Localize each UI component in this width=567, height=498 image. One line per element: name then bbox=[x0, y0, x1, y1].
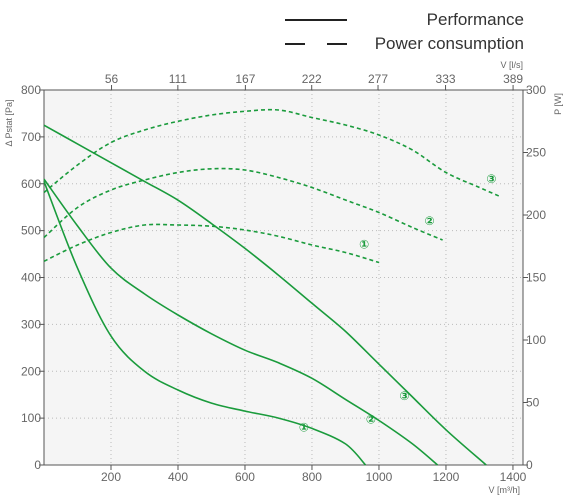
y2-tick-label: 100 bbox=[526, 333, 546, 347]
y2-tick-label: 150 bbox=[526, 271, 546, 285]
x-tick-label: 600 bbox=[235, 470, 255, 484]
axis-ticks: 0 100 200 300 400 500 600 700 800 0 50 100 150 200 250… bbox=[21, 72, 546, 484]
y2-axis-title: P [W] bbox=[553, 93, 563, 115]
x-tick-label: 1400 bbox=[500, 470, 527, 484]
power-curve bbox=[43, 108, 500, 198]
x2-tick-label: 167 bbox=[235, 72, 255, 86]
y-tick-label: 400 bbox=[21, 271, 41, 285]
legend-power-label: Power consumption bbox=[375, 34, 524, 53]
legend-performance-label: Performance bbox=[427, 10, 524, 29]
y2-tick-label: 200 bbox=[526, 208, 546, 222]
y-tick-label: 0 bbox=[34, 458, 41, 472]
performance-curve-marker: ① bbox=[299, 420, 309, 434]
power-curve-marker: ② bbox=[424, 214, 434, 228]
y-tick-label: 600 bbox=[21, 177, 41, 191]
performance-curve bbox=[43, 181, 367, 466]
x-tick-label: 1000 bbox=[366, 470, 393, 484]
performance-curve bbox=[43, 178, 439, 466]
power-curve-marker: ③ bbox=[486, 172, 496, 186]
y2-tick-label: 0 bbox=[526, 458, 533, 472]
grid-lines bbox=[44, 90, 523, 465]
power-curve bbox=[43, 167, 443, 241]
plot-background bbox=[44, 90, 523, 465]
x-tick-label: 400 bbox=[168, 470, 188, 484]
performance-curve bbox=[43, 124, 487, 466]
y-tick-label: 700 bbox=[21, 130, 41, 144]
x-tick-label: 800 bbox=[302, 470, 322, 484]
x2-tick-label: 277 bbox=[368, 72, 388, 86]
y2-tick-label: 300 bbox=[526, 83, 546, 97]
y2-tick-label: 250 bbox=[526, 146, 546, 160]
x2-axis-title: V [l/s] bbox=[500, 60, 523, 70]
x2-tick-label: 111 bbox=[169, 72, 188, 86]
y2-tick-label: 50 bbox=[526, 396, 540, 410]
series-markers: ① ② ③ ① ② ③ bbox=[299, 172, 497, 435]
x2-tick-label: 56 bbox=[105, 72, 119, 86]
y-tick-label: 500 bbox=[21, 224, 41, 238]
x-axis-title: V [m³/h] bbox=[488, 485, 520, 495]
y-tick-label: 300 bbox=[21, 317, 41, 331]
y-tick-label: 800 bbox=[21, 83, 41, 97]
y-axis-title: Δ Pstat [Pa] bbox=[4, 99, 14, 146]
legend: Performance Power consumption bbox=[285, 10, 524, 53]
x2-tick-label: 389 bbox=[503, 72, 523, 86]
x2-tick-label: 333 bbox=[436, 72, 456, 86]
performance-curve-marker: ② bbox=[366, 412, 376, 426]
x-tick-label: 1200 bbox=[433, 470, 460, 484]
y-tick-label: 200 bbox=[21, 364, 41, 378]
y-tick-label: 100 bbox=[21, 411, 41, 425]
x2-tick-label: 222 bbox=[302, 72, 322, 86]
x-tick-label: 200 bbox=[101, 470, 121, 484]
power-curve-marker: ① bbox=[359, 238, 369, 252]
series-layer bbox=[43, 108, 500, 466]
performance-curve-marker: ③ bbox=[399, 389, 409, 403]
